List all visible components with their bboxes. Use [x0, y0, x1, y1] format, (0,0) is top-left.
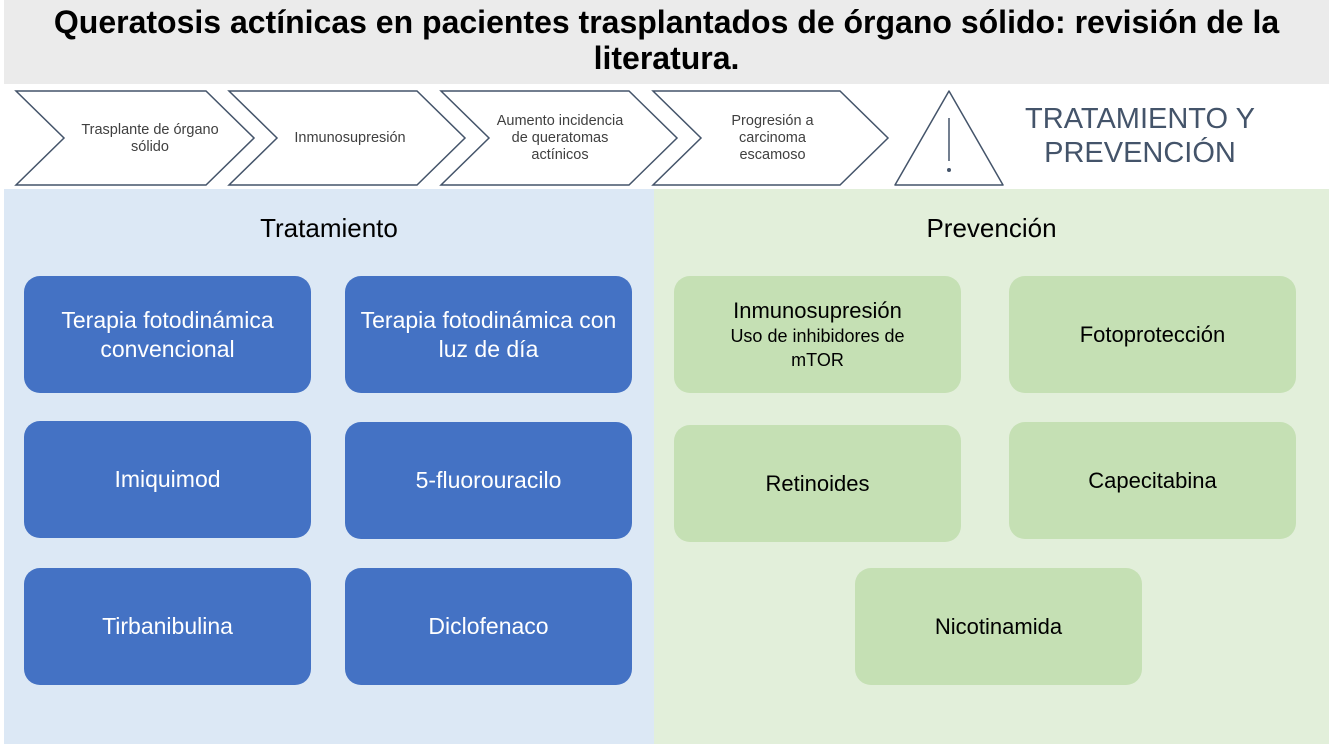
prevention-item-label: Inmunosupresión	[733, 298, 902, 323]
prevention-item: Fotoprotección	[1009, 276, 1296, 393]
chevron-3	[439, 90, 679, 186]
treatment-item: 5-fluorouracilo	[345, 422, 632, 539]
process-flow: Trasplante de órgano sólido Inmunosupres…	[0, 88, 1333, 188]
prevention-item-sub: Uso de inhibidores de mTOR	[730, 326, 905, 370]
prevention-item: Inmunosupresión Uso de inhibidores de mT…	[674, 276, 961, 393]
chevron-2	[227, 90, 467, 186]
prevention-item: Retinoides	[674, 425, 961, 542]
prevention-item: Nicotinamida	[855, 568, 1142, 685]
flow-step: Progresión a carcinoma escamoso	[731, 113, 814, 163]
prevention-heading: Prevención	[926, 213, 1057, 243]
prevention-item-label: Nicotinamida	[934, 614, 1063, 639]
page-title: Queratosis actínicas en pacientes traspl…	[4, 0, 1329, 84]
treatment-item: Terapia fotodinámica convencional	[24, 276, 311, 393]
prevention-item-label: Retinoides	[765, 471, 870, 496]
prevention-item-label: Fotoprotección	[1079, 322, 1226, 347]
prevention-item: Capecitabina	[1009, 422, 1296, 539]
treatment-item: Imiquimod	[24, 421, 311, 538]
chevron-shapes	[14, 90, 1004, 186]
chevron-1	[14, 90, 256, 186]
treatment-item: Tirbanibulina	[24, 568, 311, 685]
treatment-item: Diclofenaco	[345, 568, 632, 685]
flow-step: Inmunosupresión	[294, 130, 406, 146]
flow-step: Aumento incidencia de queratomas actínic…	[496, 113, 624, 163]
prevention-panel: Prevención Inmunosupresión Uso de inhibi…	[654, 189, 1329, 744]
flow-step: Trasplante de órgano sólido	[81, 121, 219, 155]
section-heading: TRATAMIENTO Y PREVENCIÓN	[1025, 103, 1255, 169]
treatment-item: Terapia fotodinámica con luz de día	[345, 276, 632, 393]
chevron-4	[651, 90, 890, 186]
prevention-item-label: Capecitabina	[1088, 468, 1217, 493]
treatment-heading: Tratamiento	[260, 213, 398, 243]
treatment-panel: Tratamiento Terapia fotodinámica convenc…	[4, 189, 654, 744]
